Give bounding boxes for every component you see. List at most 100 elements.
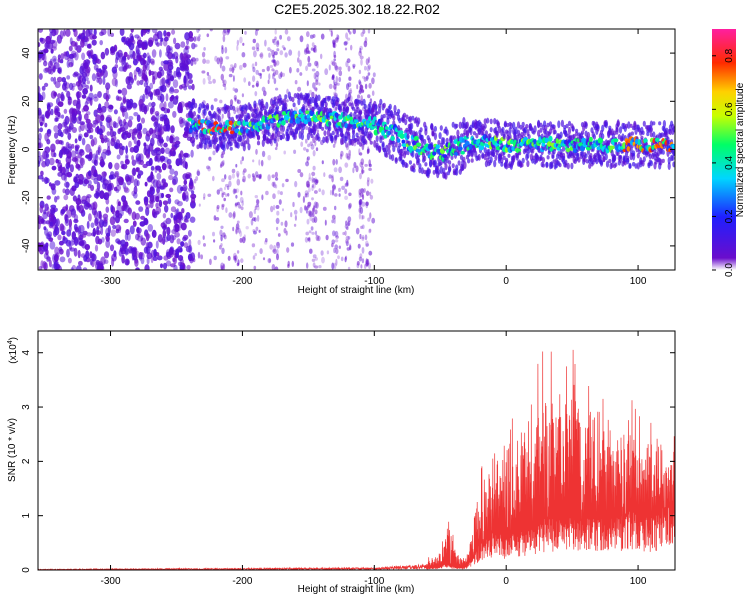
ridge-halo-cell <box>469 128 473 136</box>
noise-cell <box>333 54 337 59</box>
noise-cell <box>252 255 256 260</box>
noise-cell <box>332 143 336 148</box>
noise-cell <box>312 136 316 144</box>
noise-cell <box>325 234 329 241</box>
noise-cell <box>297 86 302 92</box>
noise-cell <box>38 92 41 98</box>
noise-cell <box>358 90 361 95</box>
noise-cell <box>77 152 83 159</box>
ridge-halo-cell <box>484 130 488 136</box>
noise-cell <box>240 159 243 165</box>
x-tick-label: -200 <box>232 276 252 287</box>
noise-cell <box>48 157 55 166</box>
noise-cell <box>335 159 338 165</box>
noise-cell <box>338 66 342 71</box>
noise-cell <box>362 235 365 240</box>
noise-cell <box>146 153 150 159</box>
noise-cell <box>166 31 171 37</box>
noise-cell <box>46 102 51 108</box>
ridge-halo-cell <box>381 141 385 148</box>
noise-cell <box>344 224 349 229</box>
noise-cell <box>85 143 91 153</box>
colorbar-label: Normalized spectral amplitude <box>735 82 746 217</box>
noise-cell <box>173 70 177 79</box>
noise-cell <box>255 83 259 87</box>
noise-cell <box>203 196 206 200</box>
noise-cell <box>253 208 257 215</box>
noise-cell <box>92 53 98 61</box>
noise-cell <box>221 266 224 270</box>
noise-cell <box>76 116 82 124</box>
ridge-halo-cell <box>249 106 253 112</box>
ridge-halo-cell <box>424 162 428 167</box>
ridge-halo-cell <box>570 162 574 170</box>
noise-cell <box>219 61 222 69</box>
noise-cell <box>280 221 284 226</box>
noise-cell <box>65 141 70 149</box>
noise-cell <box>151 229 157 238</box>
noise-cell <box>221 190 224 195</box>
noise-cell <box>355 165 359 173</box>
noise-cell <box>313 47 316 53</box>
noise-cell <box>336 82 340 86</box>
noise-cell <box>207 193 212 197</box>
noise-cell <box>126 232 131 242</box>
noise-cell <box>78 179 84 185</box>
x-tick-label: 0 <box>503 576 509 587</box>
noise-cell <box>115 238 121 244</box>
ridge-halo-cell <box>284 94 288 100</box>
noise-cell <box>116 175 123 183</box>
noise-cell <box>99 124 106 134</box>
noise-cell <box>334 193 338 197</box>
noise-cell <box>64 125 69 135</box>
noise-cell <box>71 143 75 149</box>
noise-cell <box>88 213 92 222</box>
noise-cell <box>178 116 184 125</box>
noise-cell <box>202 58 207 64</box>
noise-cell <box>297 191 301 198</box>
noise-cell <box>53 125 59 133</box>
ridge-halo-cell <box>317 94 321 102</box>
noise-cell <box>105 87 109 96</box>
noise-cell <box>150 137 155 147</box>
ridge-halo-cell <box>613 154 617 162</box>
noise-cell <box>368 250 373 256</box>
noise-cell <box>220 153 224 159</box>
noise-cell <box>92 123 96 128</box>
noise-cell <box>159 93 165 103</box>
noise-cell <box>358 212 361 220</box>
noise-cell <box>267 174 271 182</box>
noise-cell <box>71 83 77 88</box>
ridge-halo-cell <box>191 102 195 109</box>
noise-cell <box>145 130 152 137</box>
noise-cell <box>222 159 225 166</box>
noise-cell <box>359 172 362 180</box>
noise-cell <box>83 178 90 185</box>
x-tick-label: -300 <box>101 576 121 587</box>
noise-cell <box>213 255 217 261</box>
noise-cell <box>130 29 134 33</box>
noise-cell <box>220 225 224 229</box>
noise-cell <box>365 262 369 267</box>
noise-cell <box>154 127 158 136</box>
noise-cell <box>48 60 53 69</box>
noise-cell <box>255 174 259 178</box>
noise-cell <box>307 55 311 63</box>
noise-cell <box>332 185 336 190</box>
noise-cell <box>365 201 369 207</box>
noise-cell <box>330 30 333 37</box>
ridge-halo-cell <box>239 135 243 143</box>
noise-cell <box>70 267 74 270</box>
noise-cell <box>120 164 125 169</box>
noise-cell <box>97 238 103 245</box>
noise-cell <box>206 165 210 170</box>
ridge-halo-cell <box>559 131 563 139</box>
noise-cell <box>85 29 91 37</box>
noise-cell <box>99 190 105 200</box>
noise-cell <box>181 53 187 61</box>
noise-cell <box>189 256 194 264</box>
colorbar-tick-label: 0.2 <box>724 209 735 223</box>
ridge-halo-cell <box>433 132 437 141</box>
noise-cell <box>74 145 79 152</box>
